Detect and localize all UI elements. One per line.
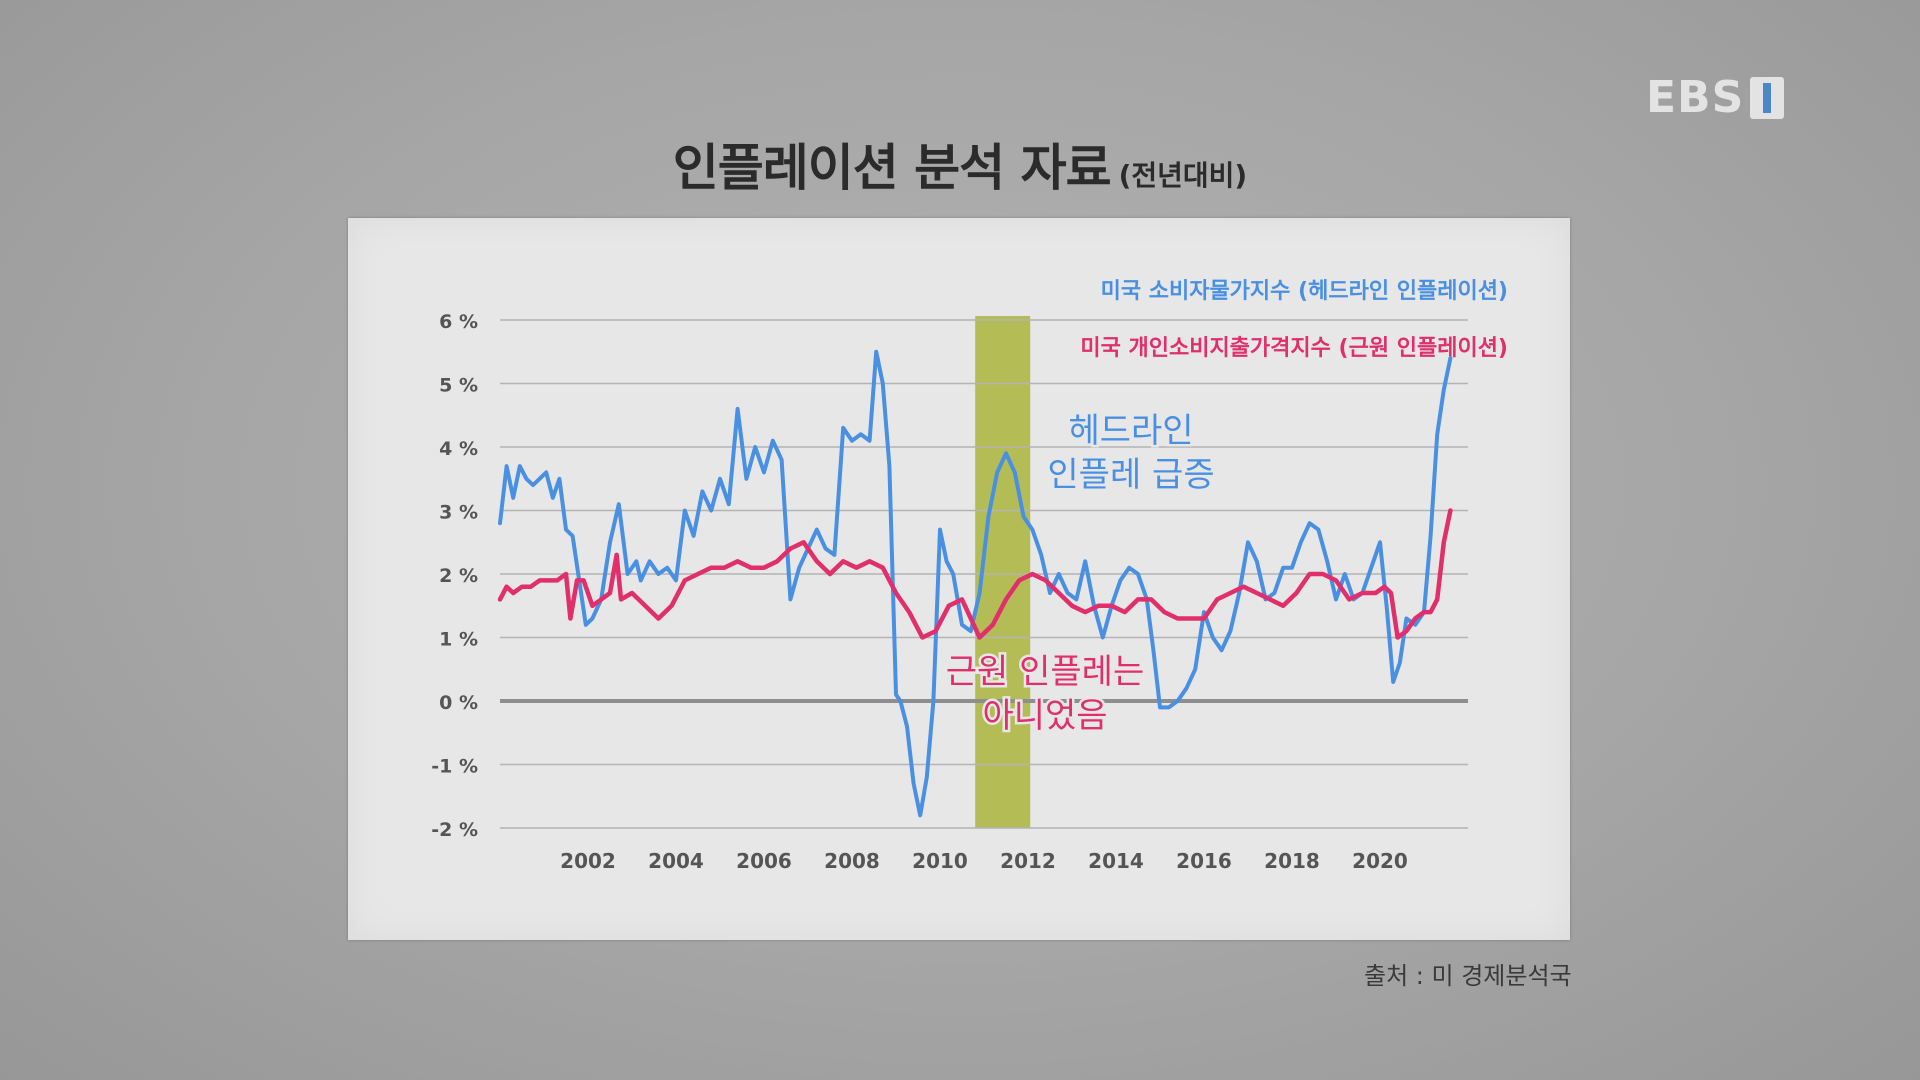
- x-tick-label: 2002: [560, 849, 616, 873]
- highlight-band: [975, 316, 1031, 828]
- inflation-chart: 6 % 5 % 4 % 3 % 2 % 1 % 0 % -1 % -2 % 2002 2004 200…: [431, 279, 1508, 873]
- x-tick-label: 2018: [1264, 849, 1320, 873]
- x-tick-label: 2016: [1176, 849, 1232, 873]
- pce-core-line: [497, 508, 1453, 640]
- y-tick-label: -2 %: [431, 819, 478, 841]
- y-tick-label: 2 %: [439, 565, 478, 587]
- y-tick-label: 1 %: [439, 629, 478, 651]
- headline-annotation-line: 헤드라인: [1068, 411, 1193, 451]
- cpi-headline-line: [498, 349, 1453, 818]
- y-tick-label: 5 %: [439, 375, 478, 397]
- headline-annotation-line: 인플레 급증: [1047, 455, 1214, 495]
- x-tick-label: 2020: [1352, 849, 1408, 873]
- chart-heading: 인플레이션 분석 자료 (전년대비): [0, 128, 1920, 200]
- legend-entry: 미국 개인소비지출가격지수 (근원 인플레이션): [1080, 336, 1508, 361]
- x-tick-label: 2006: [736, 849, 792, 873]
- y-tick-label: 0 %: [439, 692, 478, 714]
- x-tick-label: 2010: [912, 849, 968, 873]
- page-subtitle: (전년대비): [1118, 159, 1248, 192]
- legend-entry: 미국 소비자물가지수 (헤드라인 인플레이션): [1101, 279, 1508, 304]
- chart-paper: 6 % 5 % 4 % 3 % 2 % 1 % 0 % -1 % -2 % 2002 2004 200…: [348, 218, 1570, 940]
- y-tick-label: 6 %: [439, 311, 478, 333]
- core-annotation-line: 근원 인플레는: [946, 652, 1145, 692]
- x-tick-label: 2008: [824, 849, 880, 873]
- source-note: 출처 : 미 경제분석국: [1364, 962, 1572, 990]
- core-annotation-line: 아니었음: [982, 696, 1107, 736]
- x-tick-label: 2014: [1088, 849, 1144, 873]
- y-tick-label: -1 %: [431, 756, 478, 778]
- page-title: 인플레이션 분석 자료: [672, 139, 1112, 197]
- y-tick-label: 4 %: [439, 438, 478, 460]
- ebs-logo-text: EBS: [1646, 72, 1745, 123]
- y-tick-label: 3 %: [439, 502, 478, 524]
- x-tick-label: 2004: [648, 849, 704, 873]
- ebs-logo: EBS: [1646, 74, 1800, 122]
- x-tick-label: 2012: [1000, 849, 1056, 873]
- channel-one-badge: [1750, 77, 1785, 119]
